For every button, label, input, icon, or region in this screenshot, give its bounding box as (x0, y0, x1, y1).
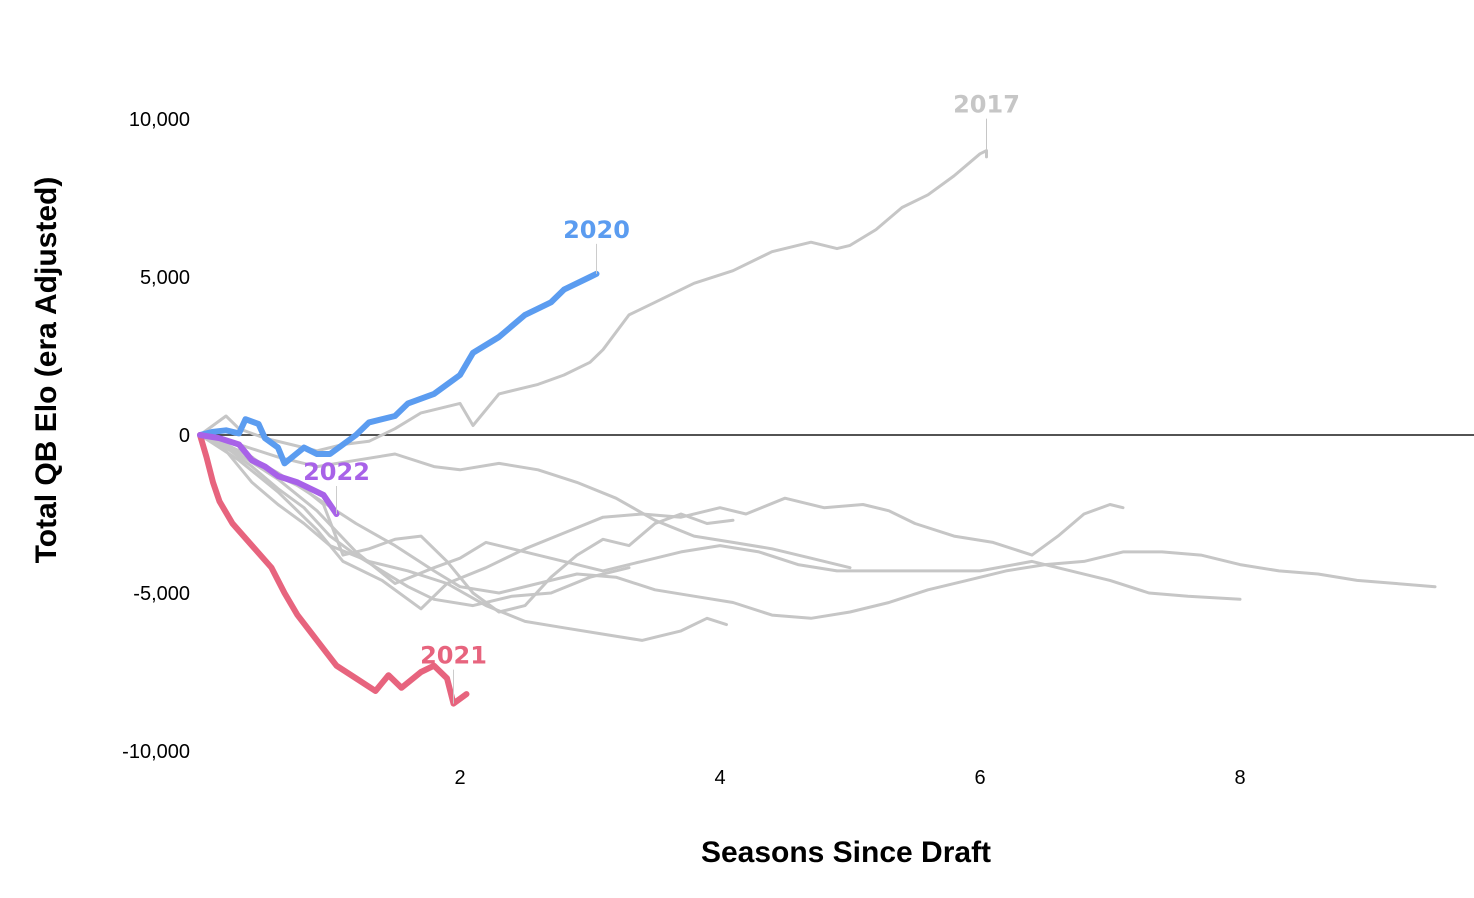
x-tick-label: 8 (1234, 767, 1245, 789)
series-label-2020: 2020 (563, 216, 630, 244)
x-tick-label: 6 (974, 767, 985, 789)
series-line (198, 433, 852, 570)
x-tick-label: 2 (454, 767, 465, 789)
series-labels: 2017 2020 2021 2022 (303, 91, 1020, 704)
series-label-2021: 2021 (420, 642, 487, 670)
x-tick-label: 4 (714, 767, 725, 789)
x-axis-title: Seasons Since Draft (701, 836, 991, 869)
series-line-2021 (197, 432, 470, 707)
series-line (198, 433, 631, 608)
y-tick-label: 10,000 (129, 109, 190, 131)
series-line (198, 433, 1125, 611)
y-tick-label: 5,000 (140, 267, 190, 289)
series-line (198, 433, 1437, 620)
y-axis-ticks: 10,000 5,000 0 -5,000 -10,000 (122, 109, 190, 763)
series-label-2022: 2022 (303, 458, 370, 486)
y-axis-title: Total QB Elo (era Adjusted) (30, 177, 63, 564)
series-label-2017: 2017 (953, 91, 1020, 119)
series-line-2020 (197, 270, 600, 467)
series-line-2017 (198, 149, 988, 453)
series-line-2022 (197, 432, 340, 517)
y-tick-label: -5,000 (133, 583, 190, 605)
y-tick-label: -10,000 (122, 741, 190, 763)
y-tick-label: 0 (179, 425, 190, 447)
series-lines (197, 149, 1437, 707)
x-axis-ticks: 2 4 6 8 (454, 767, 1245, 789)
series-line (198, 433, 728, 642)
